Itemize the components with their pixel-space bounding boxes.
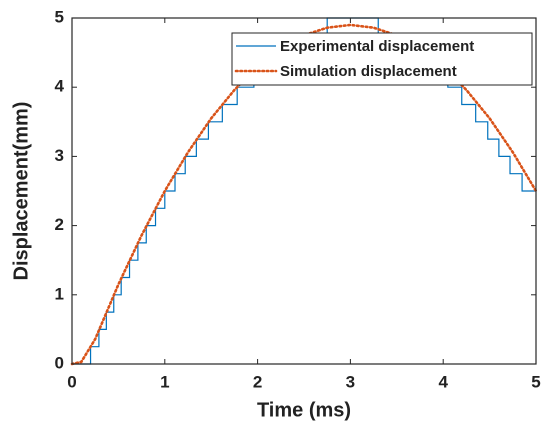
x-tick-label: 4: [438, 372, 448, 391]
y-tick-label: 0: [55, 353, 64, 372]
x-tick-label: 2: [253, 372, 262, 391]
x-tick-label: 0: [67, 372, 76, 391]
y-tick-label: 1: [55, 284, 64, 303]
legend-label: Experimental displacement: [280, 38, 474, 55]
y-tick-label: 4: [55, 77, 65, 96]
y-tick-label: 5: [55, 7, 64, 26]
plot-frame: [71, 17, 537, 365]
x-tick-label: 5: [531, 372, 540, 391]
y-axis-label: Displacement(mm): [10, 102, 32, 281]
legend: Experimental displacement Simulation disp…: [231, 32, 533, 86]
legend-box: [231, 32, 533, 86]
y-tick-label: 2: [55, 215, 64, 234]
x-tick-label: 1: [160, 372, 169, 391]
y-tick-label: 3: [55, 146, 64, 165]
x-axis-label: Time (ms): [257, 399, 351, 421]
legend-label: Simulation displacement: [280, 63, 457, 80]
x-tick-label: 3: [346, 372, 355, 391]
